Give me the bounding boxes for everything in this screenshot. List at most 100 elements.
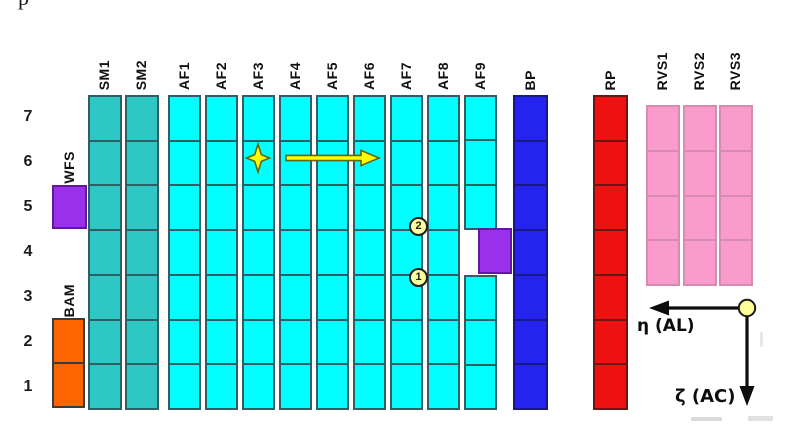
ccd-column-AF7 bbox=[390, 95, 423, 410]
ccd-column-RVS3 bbox=[719, 105, 753, 286]
ccd-cell-RP-row6 bbox=[595, 141, 626, 185]
row-label-7: 7 bbox=[23, 108, 33, 125]
ccd-cell-RVS2-row5 bbox=[684, 196, 715, 240]
ccd-cell-AF1-row2 bbox=[170, 320, 199, 364]
ccd-cell-BP-row2 bbox=[515, 320, 546, 364]
ccd-cell-AF2-row4 bbox=[207, 231, 236, 274]
ccd-cell-AF2-row6 bbox=[207, 141, 236, 185]
ccd-cell-AF4-row3 bbox=[281, 275, 310, 319]
ccd-cell-AF5-row4 bbox=[318, 231, 347, 274]
ccd-cell-AF5-row3 bbox=[318, 275, 347, 319]
ccd-cell-AF8-row7 bbox=[429, 97, 458, 140]
ccd-cell-SM1-row5 bbox=[90, 186, 120, 230]
ccd-cell-AF7-row4 bbox=[392, 231, 421, 274]
ccd-cell-AF7-row2 bbox=[392, 320, 421, 364]
cropped-artifact bbox=[691, 417, 722, 421]
ccd-column-AF3 bbox=[242, 95, 275, 410]
ccd-cell-AF4-row2 bbox=[281, 320, 310, 364]
ccd-column-BP bbox=[513, 95, 548, 410]
ccd-column-AF9 bbox=[464, 95, 497, 230]
ccd-cell-AF9-row3 bbox=[466, 277, 495, 320]
cropped-artifact bbox=[760, 332, 763, 347]
ccd-cell-AF4-row7 bbox=[281, 97, 310, 140]
ccd-cell-RVS2-row6 bbox=[684, 151, 715, 195]
ccd-cell-AF6-row4 bbox=[355, 231, 384, 274]
ccd-column-AF5 bbox=[316, 95, 349, 410]
ccd-cell-AF7-row7 bbox=[392, 97, 421, 140]
axes-origin-dot bbox=[737, 298, 757, 318]
ccd-cell-RP-row7 bbox=[595, 97, 626, 140]
column-header-RVS2: RVS2 bbox=[690, 51, 707, 90]
displaced-ccd-square bbox=[478, 228, 512, 274]
ccd-cell-BP-row5 bbox=[515, 186, 546, 230]
ccd-cell-AF8-row3 bbox=[429, 275, 458, 319]
ccd-cell-RP-row3 bbox=[595, 275, 626, 319]
ccd-cell-RVS3-row5 bbox=[721, 196, 751, 240]
ccd-cell-AF4-row5 bbox=[281, 186, 310, 230]
row-label-1: 1 bbox=[23, 378, 33, 395]
row-label-2: 2 bbox=[23, 333, 33, 350]
column-header-AF1: AF1 bbox=[175, 62, 192, 90]
ccd-cell-AF8-row2 bbox=[429, 320, 458, 364]
ccd-cell-AF9-row1 bbox=[466, 365, 495, 408]
ccd-cell-AF3-row7 bbox=[244, 97, 273, 140]
transit-marker-2: 2 bbox=[409, 217, 428, 236]
ccd-cell-AF1-row4 bbox=[170, 231, 199, 274]
ccd-cell-SM2-row2 bbox=[127, 320, 157, 364]
ccd-cell-RVS1-row5 bbox=[648, 196, 678, 240]
column-header-SM1: SM1 bbox=[96, 59, 112, 90]
ccd-cell-AF2-row5 bbox=[207, 186, 236, 230]
column-header-AF7: AF7 bbox=[397, 62, 414, 90]
row-label-6: 6 bbox=[23, 153, 33, 170]
ccd-cell-AF5-row6 bbox=[318, 141, 347, 185]
ccd-column-SM1 bbox=[88, 95, 122, 410]
ccd-cell-RVS1-row4 bbox=[648, 241, 678, 284]
ccd-cell-AF5-row2 bbox=[318, 320, 347, 364]
ccd-cell-AF3-row2 bbox=[244, 320, 273, 364]
ccd-cell-AF6-row7 bbox=[355, 97, 384, 140]
ccd-cell-AF8-row6 bbox=[429, 141, 458, 185]
column-header-AF5: AF5 bbox=[323, 62, 340, 90]
ccd-column-AF9 bbox=[464, 275, 497, 410]
ccd-column-RP bbox=[593, 95, 628, 410]
cropped-text-fragment: p bbox=[18, 0, 29, 11]
bam-ccd-cell-row2 bbox=[54, 320, 83, 362]
column-header-AF4: AF4 bbox=[286, 62, 303, 90]
wfs-ccd-square bbox=[52, 185, 87, 229]
ccd-column-RVS1 bbox=[646, 105, 680, 286]
ccd-cell-AF7-row6 bbox=[392, 141, 421, 185]
column-header-AF9: AF9 bbox=[471, 62, 488, 90]
ccd-cell-AF5-row5 bbox=[318, 186, 347, 230]
ccd-cell-AF9-row5 bbox=[466, 185, 495, 228]
ccd-cell-AF6-row6 bbox=[355, 141, 384, 185]
column-header-AF2: AF2 bbox=[212, 62, 229, 90]
ccd-cell-AF7-row1 bbox=[392, 365, 421, 408]
column-header-AF8: AF8 bbox=[434, 62, 451, 90]
ccd-column-RVS2 bbox=[682, 105, 717, 286]
across-scan-axis-label: ζ (AC) bbox=[675, 386, 736, 407]
ccd-cell-RP-row4 bbox=[595, 231, 626, 274]
ccd-cell-AF9-row2 bbox=[466, 321, 495, 364]
ccd-cell-SM1-row6 bbox=[90, 141, 120, 185]
ccd-cell-RVS1-row6 bbox=[648, 151, 678, 195]
column-header-BP: BP bbox=[521, 69, 538, 90]
row-label-3: 3 bbox=[23, 288, 33, 305]
column-header-RVS3: RVS3 bbox=[727, 51, 743, 90]
ccd-cell-AF9-row6 bbox=[466, 141, 495, 184]
ccd-cell-RVS3-row7 bbox=[721, 107, 751, 150]
ccd-cell-AF4-row6 bbox=[281, 141, 310, 185]
ccd-column-SM2 bbox=[125, 95, 159, 410]
ccd-column-AF8 bbox=[427, 95, 460, 410]
ccd-cell-AF8-row4 bbox=[429, 231, 458, 274]
ccd-cell-AF6-row1 bbox=[355, 365, 384, 408]
ccd-cell-AF2-row3 bbox=[207, 275, 236, 319]
wfs-label: WFS bbox=[61, 151, 77, 184]
ccd-cell-AF2-row2 bbox=[207, 320, 236, 364]
ccd-column-AF1 bbox=[168, 95, 201, 410]
ccd-cell-AF3-row1 bbox=[244, 365, 273, 408]
ccd-cell-SM1-row4 bbox=[90, 231, 120, 274]
ccd-cell-SM2-row6 bbox=[127, 141, 157, 185]
cropped-artifact bbox=[748, 416, 773, 421]
bam-ccd-column bbox=[52, 318, 85, 408]
